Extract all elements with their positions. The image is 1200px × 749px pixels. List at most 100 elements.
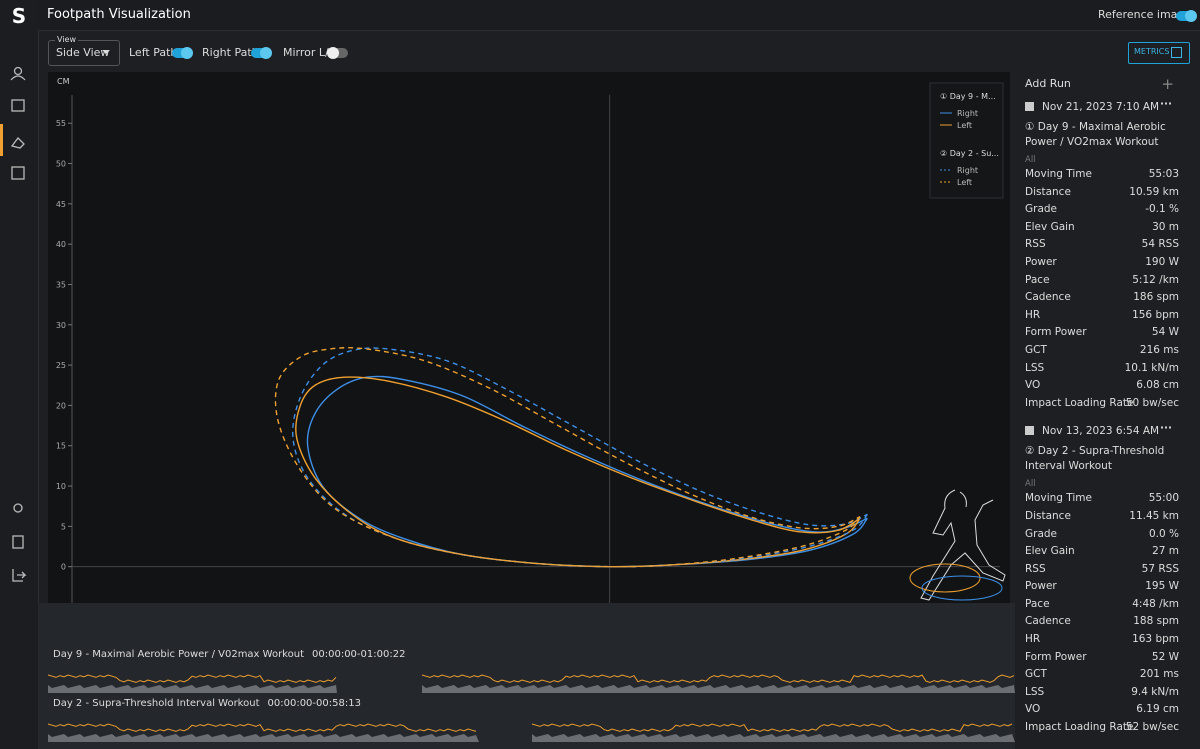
ref-right-path xyxy=(921,575,1003,601)
run-title: ① Day 9 - Maximal Aerobic Power / VO2max… xyxy=(1025,121,1166,148)
add-run-label[interactable]: Add Run xyxy=(1025,77,1071,90)
metric-value: 186 spm xyxy=(1133,291,1179,304)
timeline-name: Day 9 - Maximal Aerobic Power / V02max W… xyxy=(53,649,304,660)
run-date-row: Nov 13, 2023 6:54 AM ··· xyxy=(1015,420,1190,442)
y-tick-label: 0 xyxy=(61,563,66,572)
footpath-icon[interactable] xyxy=(10,137,25,149)
metric-value: 11.45 km xyxy=(1129,509,1179,522)
run-checkbox[interactable] xyxy=(1025,102,1034,111)
metric-value: 216 ms xyxy=(1139,343,1179,356)
metric-row: Elev Gain 27 m xyxy=(1015,543,1190,561)
timeline-pace-area xyxy=(422,685,1015,693)
run-menu[interactable]: ··· xyxy=(1160,422,1172,435)
timeline-pace-area xyxy=(48,685,337,693)
y-tick-label: 55 xyxy=(56,119,66,128)
y-tick-label: 30 xyxy=(56,321,66,330)
metric-row: Grade -0.1 % xyxy=(1015,201,1190,219)
y-tick-label: 15 xyxy=(56,442,66,451)
metric-row: Impact Loading Rate 52 bw/sec xyxy=(1015,719,1190,737)
timeline-name: Day 2 - Supra-Threshold Interval Workout xyxy=(53,698,260,709)
runner-outline xyxy=(920,489,1006,601)
metric-row: Form Power 52 W xyxy=(1015,649,1190,667)
timeline-range: 00:00:00-00:58:13 xyxy=(268,698,361,709)
metric-label: Pace xyxy=(1025,597,1050,610)
timeline-pace-area xyxy=(532,734,1015,742)
metric-value: 55:03 xyxy=(1148,168,1179,180)
metric-row: GCT 201 ms xyxy=(1015,666,1190,684)
run-menu[interactable]: ··· xyxy=(1160,98,1172,110)
metrics-icon xyxy=(1171,47,1182,58)
metric-label: Power xyxy=(1025,580,1057,593)
add-run-plus[interactable]: + xyxy=(1161,75,1174,93)
metric-value: 156 bpm xyxy=(1132,308,1179,321)
run-checkbox[interactable] xyxy=(1025,426,1034,436)
run-filter[interactable]: All xyxy=(1025,479,1036,490)
metric-label: Moving Time xyxy=(1025,492,1092,505)
left-path-toggle[interactable] xyxy=(172,47,193,59)
metric-label: HR xyxy=(1025,308,1041,321)
metric-value: 10.59 km xyxy=(1129,185,1179,198)
page-title: Footpath Visualization xyxy=(47,7,191,22)
metric-value: 4:48 /km xyxy=(1132,597,1179,610)
profile-icon-body xyxy=(10,75,26,81)
docs-icon[interactable] xyxy=(12,535,24,549)
metric-label: Distance xyxy=(1025,509,1071,522)
metric-value: 52 W xyxy=(1151,650,1179,663)
metrics-button[interactable] xyxy=(1128,42,1190,64)
metric-label: GCT xyxy=(1025,668,1047,681)
profile-icon[interactable] xyxy=(13,66,23,76)
reference-runner xyxy=(909,489,1006,601)
runs-panel: Add Run + Nov 21, 2023 7:10 AM ··· ① Day 9 -… xyxy=(1015,72,1190,737)
metric-value: 195 W xyxy=(1145,580,1179,593)
report-icon[interactable] xyxy=(11,166,25,180)
run-filter[interactable]: All xyxy=(1025,155,1036,165)
calendar-icon[interactable] xyxy=(11,99,25,112)
logout-icon[interactable] xyxy=(12,569,27,582)
metric-label: LSS xyxy=(1025,685,1045,698)
top-bar xyxy=(38,0,1200,31)
run-date: Nov 21, 2023 7:10 AM xyxy=(1042,101,1160,113)
legend-label[interactable]: Left xyxy=(957,121,972,130)
metric-label: Impact Loading Rate xyxy=(1025,396,1134,409)
reference-image-toggle[interactable] xyxy=(1176,10,1197,22)
mirror-label: Mirror L/R xyxy=(283,46,337,59)
timeline-power-line xyxy=(421,674,1015,683)
mirror-toggle[interactable] xyxy=(327,47,348,59)
view-select[interactable] xyxy=(48,40,120,66)
left-path-label: Left Path xyxy=(129,46,178,59)
metric-value: 163 bpm xyxy=(1132,633,1179,646)
metric-row: VO 6.08 cm xyxy=(1015,377,1190,395)
metric-value: 52 bw/sec xyxy=(1125,721,1179,734)
settings-icon[interactable] xyxy=(13,503,23,513)
y-tick-label: 10 xyxy=(56,482,66,491)
footpath-chart: -50510152025303540455055-70-60-50-40-30-… xyxy=(56,77,1006,627)
metric-row: RSS 54 RSS xyxy=(1015,236,1190,254)
metric-value: 55:00 xyxy=(1148,492,1179,505)
timeline-power-line xyxy=(531,723,1013,732)
logo[interactable]: S xyxy=(11,4,27,28)
timeline-range: 00:00:00-01:00:22 xyxy=(312,649,405,660)
metric-row: GCT 216 ms xyxy=(1015,342,1190,360)
metric-value: 190 W xyxy=(1145,255,1179,268)
metric-label: RSS xyxy=(1025,562,1046,575)
metric-row: RSS 57 RSS xyxy=(1015,561,1190,579)
legend-label[interactable]: Right xyxy=(957,109,978,118)
y-tick-label: 25 xyxy=(56,361,66,370)
metric-value: 57 RSS xyxy=(1141,562,1179,575)
right-path-toggle[interactable] xyxy=(251,47,272,59)
metric-value: 54 RSS xyxy=(1141,238,1179,251)
metric-row: Distance 11.45 km xyxy=(1015,508,1190,526)
y-tick-label: 35 xyxy=(56,280,66,289)
metric-value: 10.1 kN/m xyxy=(1124,361,1179,374)
footpath-curve xyxy=(306,375,868,568)
footpath-curve xyxy=(295,376,861,568)
legend-label[interactable]: Right xyxy=(957,166,978,175)
metric-row: VO 6.19 cm xyxy=(1015,701,1190,719)
y-tick-label: 50 xyxy=(56,160,66,169)
metric-row: Grade 0.0 % xyxy=(1015,526,1190,544)
metric-row: Power 195 W xyxy=(1015,578,1190,596)
legend-label[interactable]: Left xyxy=(957,178,972,187)
timeline-pace-area xyxy=(48,734,479,742)
legend-box xyxy=(929,82,1004,199)
metric-label: LSS xyxy=(1025,361,1045,374)
